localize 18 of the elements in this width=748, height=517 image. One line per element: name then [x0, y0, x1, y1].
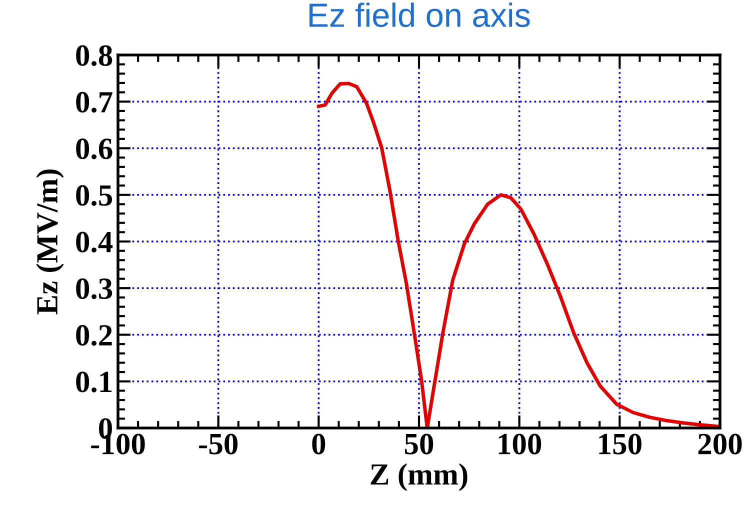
y-tick-label: 0.1 — [76, 372, 112, 392]
y-axis-title: Ez (MV/m) — [36, 169, 64, 314]
y-tick-label: 0.3 — [76, 278, 112, 300]
x-tick-label: 100 — [498, 434, 542, 454]
y-tick-label: 0.8 — [76, 45, 112, 66]
chart-title: Ez field on axis — [310, 2, 530, 28]
x-tick-label: 150 — [599, 434, 642, 454]
y-tick-label: 0.6 — [76, 138, 112, 160]
y-tick-label: 0.5 — [76, 185, 112, 206]
x-tick-label: -50 — [199, 434, 238, 454]
x-tick-label: 0 — [312, 434, 326, 454]
x-axis-title: Z (mm) — [370, 463, 468, 492]
y-tick-label: 0.7 — [76, 92, 112, 113]
x-tick-label: 200 — [698, 434, 742, 454]
x-tick-label: 50 — [404, 434, 434, 454]
y-tick-label: 0.2 — [76, 325, 112, 346]
line-series — [316, 82, 720, 428]
y-tick-label: 0.4 — [76, 232, 113, 253]
